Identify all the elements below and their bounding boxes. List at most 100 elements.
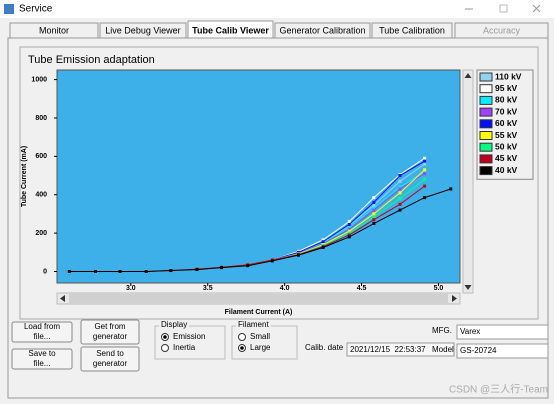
- legend-label: 55 kV: [495, 130, 518, 140]
- scroll-arrow-up[interactable]: [464, 73, 472, 78]
- x-tick-label: 5.0: [434, 285, 444, 292]
- data-point: [398, 174, 402, 178]
- data-point: [423, 184, 427, 188]
- group-box: [154, 325, 226, 360]
- data-point: [423, 177, 427, 181]
- calib-date-value: 2021/12/15 22:53:37: [350, 345, 426, 354]
- data-point: [169, 269, 173, 273]
- legend-label: 110 kV: [495, 71, 522, 81]
- model-field[interactable]: [456, 343, 549, 359]
- data-point: [372, 215, 376, 219]
- button-label-line: Save to: [28, 349, 56, 358]
- legend-swatch: [479, 119, 493, 129]
- data-point: [347, 229, 351, 233]
- legend-label: 50 kV: [495, 141, 518, 151]
- legend-swatch: [479, 166, 493, 176]
- button-label: Send to generator: [93, 349, 128, 368]
- legend-label: 40 kV: [495, 165, 518, 175]
- data-point: [398, 202, 402, 206]
- window-title: Service: [19, 4, 53, 15]
- model-value: GS-20724: [460, 346, 497, 355]
- x-axis-label: Filament Current (A): [225, 309, 293, 316]
- calib-date-field: [346, 342, 455, 357]
- radio-dot: [163, 335, 167, 339]
- data-point: [423, 162, 427, 166]
- scroll-arrow-down[interactable]: [464, 285, 472, 290]
- legend-label: 45 kV: [495, 153, 518, 163]
- button-label-line: generator: [93, 332, 128, 341]
- legend-swatch: [479, 154, 493, 164]
- data-point: [398, 185, 402, 189]
- radio-label: Inertia: [173, 343, 196, 352]
- button-label-line: generator: [93, 359, 128, 368]
- data-point: [372, 208, 376, 212]
- group-label: Filament: [238, 320, 269, 329]
- x-tick-label: 3.5: [203, 285, 213, 292]
- radio[interactable]: [161, 344, 169, 352]
- tab-label: Accuracy: [483, 25, 521, 35]
- button-label-line: Send to: [96, 349, 124, 358]
- legend-swatch: [479, 131, 493, 140]
- data-point: [118, 269, 122, 273]
- radio-label: Emission: [173, 332, 205, 341]
- x-tick-label: 3.0: [126, 285, 136, 292]
- tab-label: Monitor: [39, 25, 69, 35]
- button[interactable]: [11, 321, 73, 343]
- h-scroll-thumb[interactable]: [69, 294, 448, 303]
- data-point: [321, 246, 325, 249]
- maximize-button[interactable]: [499, 4, 508, 13]
- button-label: Load from file...: [24, 322, 60, 341]
- legend-label: 80 kV: [495, 95, 518, 105]
- y-tick-label: 200: [35, 230, 47, 237]
- button[interactable]: [80, 319, 140, 345]
- data-point: [398, 191, 402, 195]
- model-label: Model: [432, 345, 454, 354]
- data-point: [449, 187, 453, 191]
- close-button[interactable]: [532, 4, 541, 13]
- data-point: [347, 235, 351, 239]
- data-point: [423, 196, 427, 200]
- mfg-value: Varex: [460, 327, 480, 336]
- mfg-field[interactable]: [456, 324, 549, 340]
- app-icon: [4, 4, 14, 14]
- tab-label: Live Debug Viewer: [105, 25, 180, 35]
- v-scrollbar[interactable]: [462, 69, 474, 294]
- radio-label: Small: [250, 332, 270, 341]
- button[interactable]: [80, 346, 140, 372]
- data-point: [321, 238, 325, 242]
- button-label-line: Load from: [24, 322, 60, 331]
- legend-swatch: [479, 72, 493, 82]
- data-point: [398, 179, 402, 183]
- data-point: [423, 156, 427, 160]
- button[interactable]: [11, 348, 73, 370]
- data-point: [372, 212, 376, 216]
- data-point: [347, 227, 351, 231]
- y-tick-label: 800: [35, 115, 47, 122]
- data-point: [398, 208, 402, 212]
- data-point: [93, 269, 97, 273]
- tab-bar: Monitor Live Debug Viewer Tube Calib Viewe…: [9, 20, 549, 40]
- y-tick-label: 400: [35, 192, 47, 199]
- series-line: [69, 188, 451, 272]
- y-axis-label: Tube Current (mA): [21, 146, 28, 207]
- legend-label: 70 kV: [495, 106, 518, 116]
- scroll-arrow-left[interactable]: [60, 295, 65, 302]
- data-point: [372, 218, 376, 222]
- data-point: [398, 197, 402, 201]
- data-point: [372, 196, 376, 200]
- data-point: [246, 264, 250, 268]
- data-point: [144, 269, 148, 273]
- scroll-arrow-right[interactable]: [452, 295, 457, 302]
- x-tick-label: 4.0: [280, 285, 290, 292]
- data-point: [347, 225, 351, 229]
- button-label-line: Get from: [94, 322, 125, 331]
- chart: 0 200 400 600 800 1000 3.0 3.5 4.0 4.5 5.0 Filament…: [21, 69, 534, 316]
- data-point: [67, 269, 71, 273]
- radio[interactable]: [238, 333, 246, 341]
- title-bar: [0, 0, 554, 18]
- button-label-line: file...: [34, 332, 51, 341]
- watermark: CSDN @三人行-Team: [449, 383, 548, 396]
